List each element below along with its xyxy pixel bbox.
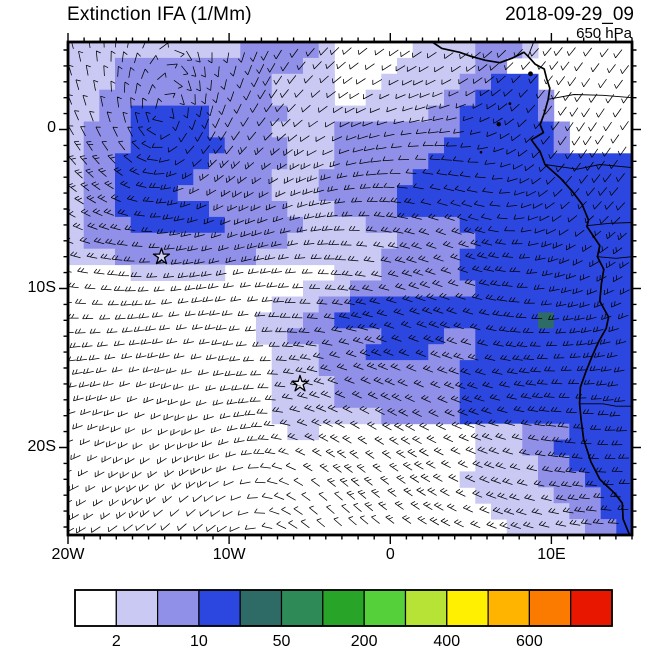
coastline — [431, 41, 631, 536]
x-tick-label: 10W — [212, 546, 246, 563]
y-tick-label: 20S — [27, 437, 56, 455]
island-dot — [479, 150, 483, 154]
x-tick-label: 10E — [537, 546, 566, 563]
pressure-level-label: 650 hPa — [576, 25, 632, 42]
wind-barbs-layer — [69, 43, 630, 534]
island-dot — [528, 71, 533, 77]
x-tick-label: 20W — [51, 546, 85, 563]
y-tick-label: 10S — [27, 278, 56, 296]
chart-title: Extinction IFA (1/Mm) — [67, 4, 252, 25]
colorbar — [74, 589, 613, 627]
colorbar-tick-label: 2 — [111, 633, 121, 650]
colorbar-tick-label: 400 — [433, 633, 461, 650]
star-marker — [152, 247, 171, 265]
island-dot — [508, 102, 512, 106]
colorbar-tick-label: 50 — [272, 633, 291, 650]
axis-ticks — [59, 33, 641, 544]
datetime-label: 2018-09-29_09 — [505, 4, 634, 25]
colorbar-tick-label: 600 — [516, 633, 543, 650]
x-tick-label: 0 — [385, 546, 395, 563]
colorbar-tick-label: 10 — [190, 633, 208, 650]
country-borders — [527, 41, 633, 407]
star-marker — [291, 374, 309, 392]
island-dot — [496, 122, 501, 127]
contour-fill-layer — [68, 42, 633, 536]
y-tick-label: 0 — [47, 119, 56, 137]
colorbar-tick-label: 200 — [350, 633, 378, 650]
